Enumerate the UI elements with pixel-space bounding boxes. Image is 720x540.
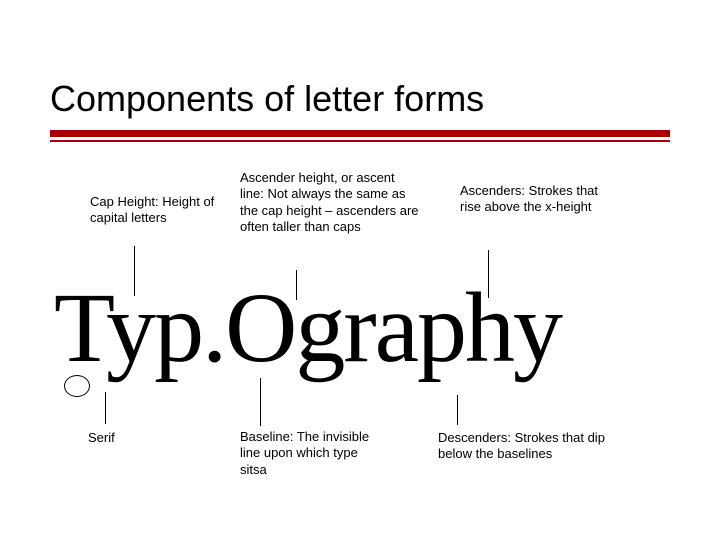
annotation-serif: Serif <box>88 430 208 446</box>
type-specimen: Typ.Ography <box>54 270 561 385</box>
annotation-ascender-height: Ascender height, or ascent line: Not alw… <box>240 170 420 235</box>
annotation-cap-height: Cap Height: Height of capital letters <box>90 194 230 227</box>
annotation-ascenders-def: Ascenders: Strokes that rise above the x… <box>460 183 600 216</box>
annotation-descenders: Descenders: Strokes that dip below the b… <box>438 430 608 463</box>
serif-marker-circle <box>64 375 90 397</box>
slide-title: Components of letter forms <box>50 78 484 120</box>
indicator-line-serif <box>105 392 106 424</box>
slide-root: Components of letter forms Cap Height: H… <box>0 0 720 540</box>
annotation-baseline: Baseline: The invisible line upon which … <box>240 429 380 478</box>
indicator-line-descenders <box>457 395 458 425</box>
title-underline-thin <box>50 140 670 142</box>
indicator-line-baseline <box>260 378 261 426</box>
title-underline-thick <box>50 130 670 137</box>
